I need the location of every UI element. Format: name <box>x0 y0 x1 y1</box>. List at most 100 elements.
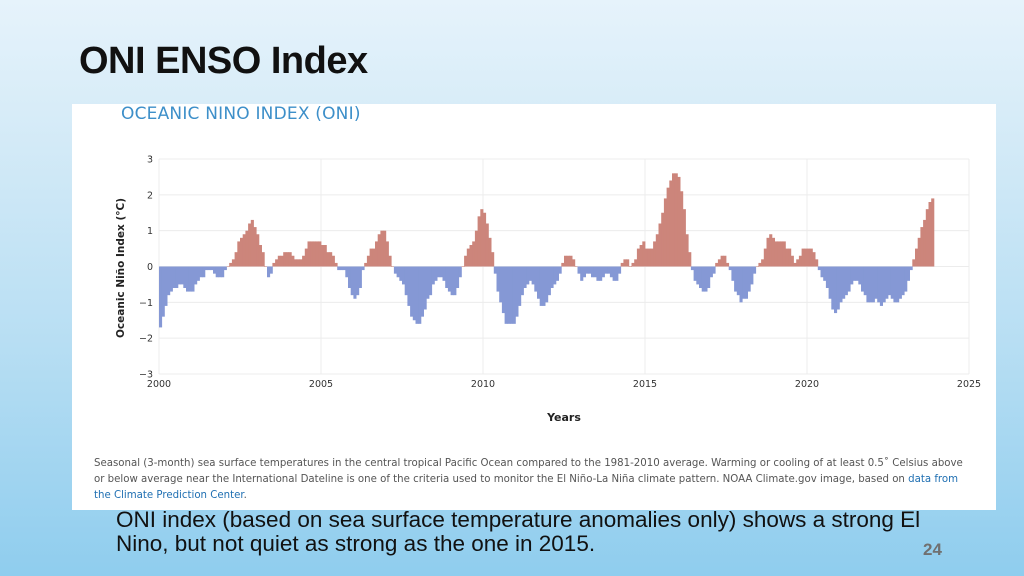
oni-bar <box>893 266 897 303</box>
oni-bar <box>364 262 368 267</box>
oni-bar <box>474 230 478 267</box>
oni-bar <box>812 252 816 267</box>
oni-bar <box>834 266 838 314</box>
oni-bar <box>177 266 181 285</box>
oni-bar <box>294 259 298 267</box>
oni-bar <box>439 266 443 278</box>
oni-bar <box>542 266 546 306</box>
oni-bar <box>564 255 568 267</box>
oni-bar <box>688 252 692 267</box>
oni-bar <box>407 266 411 306</box>
oni-bar <box>669 180 673 267</box>
oni-bar <box>599 266 603 281</box>
oni-bar <box>377 234 381 267</box>
oni-bar <box>766 237 770 267</box>
oni-bar <box>350 266 354 296</box>
y-tick-label: 2 <box>147 190 153 201</box>
oni-bar <box>545 266 549 303</box>
oni-bar <box>726 262 730 267</box>
oni-bar <box>928 202 932 267</box>
oni-bar <box>693 266 697 281</box>
oni-bar <box>712 266 716 274</box>
x-tick-label: 2020 <box>795 379 819 390</box>
oni-bar <box>574 266 578 267</box>
oni-bar <box>375 241 379 267</box>
oni-bar <box>169 266 173 292</box>
caption-source-link[interactable]: data from the Climate Prediction Center <box>94 474 959 501</box>
oni-bar <box>240 237 244 267</box>
oni-bar <box>666 187 670 267</box>
oni-bar <box>674 173 678 267</box>
oni-bar <box>823 266 827 281</box>
oni-bar <box>429 266 433 296</box>
oni-bar <box>607 266 611 274</box>
oni-bar <box>415 266 419 324</box>
oni-bar <box>888 266 892 296</box>
oni-bar <box>456 266 460 288</box>
oni-bar <box>623 259 627 267</box>
oni-bar <box>383 230 387 267</box>
oni-bar <box>218 266 222 278</box>
oni-bar <box>898 266 902 299</box>
oni-bar <box>504 266 508 324</box>
y-tick-label: −3 <box>139 370 153 381</box>
oni-bar <box>356 266 360 296</box>
oni-bar <box>318 241 322 267</box>
oni-bar <box>591 266 595 278</box>
oni-bar <box>634 259 638 267</box>
oni-bar <box>248 223 252 267</box>
y-tick-label: −1 <box>139 298 153 309</box>
oni-bar <box>628 266 632 267</box>
oni-bar <box>723 255 727 267</box>
oni-bar <box>423 266 427 310</box>
oni-bar <box>485 223 489 267</box>
oni-bar <box>925 209 929 267</box>
oni-bar <box>615 266 619 281</box>
oni-bar <box>909 266 913 271</box>
oni-bar <box>780 241 784 267</box>
oni-bar <box>329 252 333 267</box>
oni-bar <box>707 266 711 288</box>
oni-bar <box>426 266 430 299</box>
oni-bar <box>480 209 484 267</box>
oni-bar <box>596 266 600 281</box>
oni-bar <box>577 266 581 274</box>
oni-bar <box>747 266 751 292</box>
oni-bar <box>520 266 524 296</box>
oni-bar <box>777 241 781 267</box>
oni-bar <box>358 266 362 288</box>
oni-bar <box>555 266 559 281</box>
oni-bar <box>445 266 449 288</box>
oni-bar <box>402 266 406 285</box>
oni-bar <box>310 241 314 267</box>
oni-bar <box>526 266 530 285</box>
x-tick-label: 2010 <box>471 379 495 390</box>
slide-title: ONI ENSO Index <box>79 40 368 82</box>
oni-bar <box>434 266 438 281</box>
oni-bar <box>272 262 276 267</box>
oni-bar <box>188 266 192 292</box>
oni-bar <box>855 266 859 281</box>
oni-bar <box>469 245 473 267</box>
y-tick-labels: 3 2 1 0 −1 −2 −3 <box>139 155 153 381</box>
oni-bar <box>852 266 856 281</box>
oni-bar <box>850 266 854 285</box>
oni-chart: 3 2 1 0 −1 −2 −3 2000 2005 2010 2015 2020 2025 Ocea… <box>115 155 981 425</box>
oni-bar <box>288 252 292 267</box>
oni-bar <box>920 227 924 267</box>
oni-bar <box>512 266 516 324</box>
oni-bar <box>828 266 832 299</box>
oni-bar <box>453 266 457 296</box>
oni-bar <box>229 262 233 267</box>
oni-bar <box>321 245 325 267</box>
oni-bar <box>763 248 767 267</box>
oni-bar <box>264 266 268 267</box>
oni-bar <box>194 266 198 285</box>
oni-bar <box>844 266 848 296</box>
oni-bar <box>842 266 846 299</box>
oni-bar <box>393 266 397 274</box>
oni-bar <box>472 241 476 267</box>
oni-bar <box>717 259 721 267</box>
oni-bar <box>191 266 195 292</box>
y-tick-label: 0 <box>147 262 153 273</box>
